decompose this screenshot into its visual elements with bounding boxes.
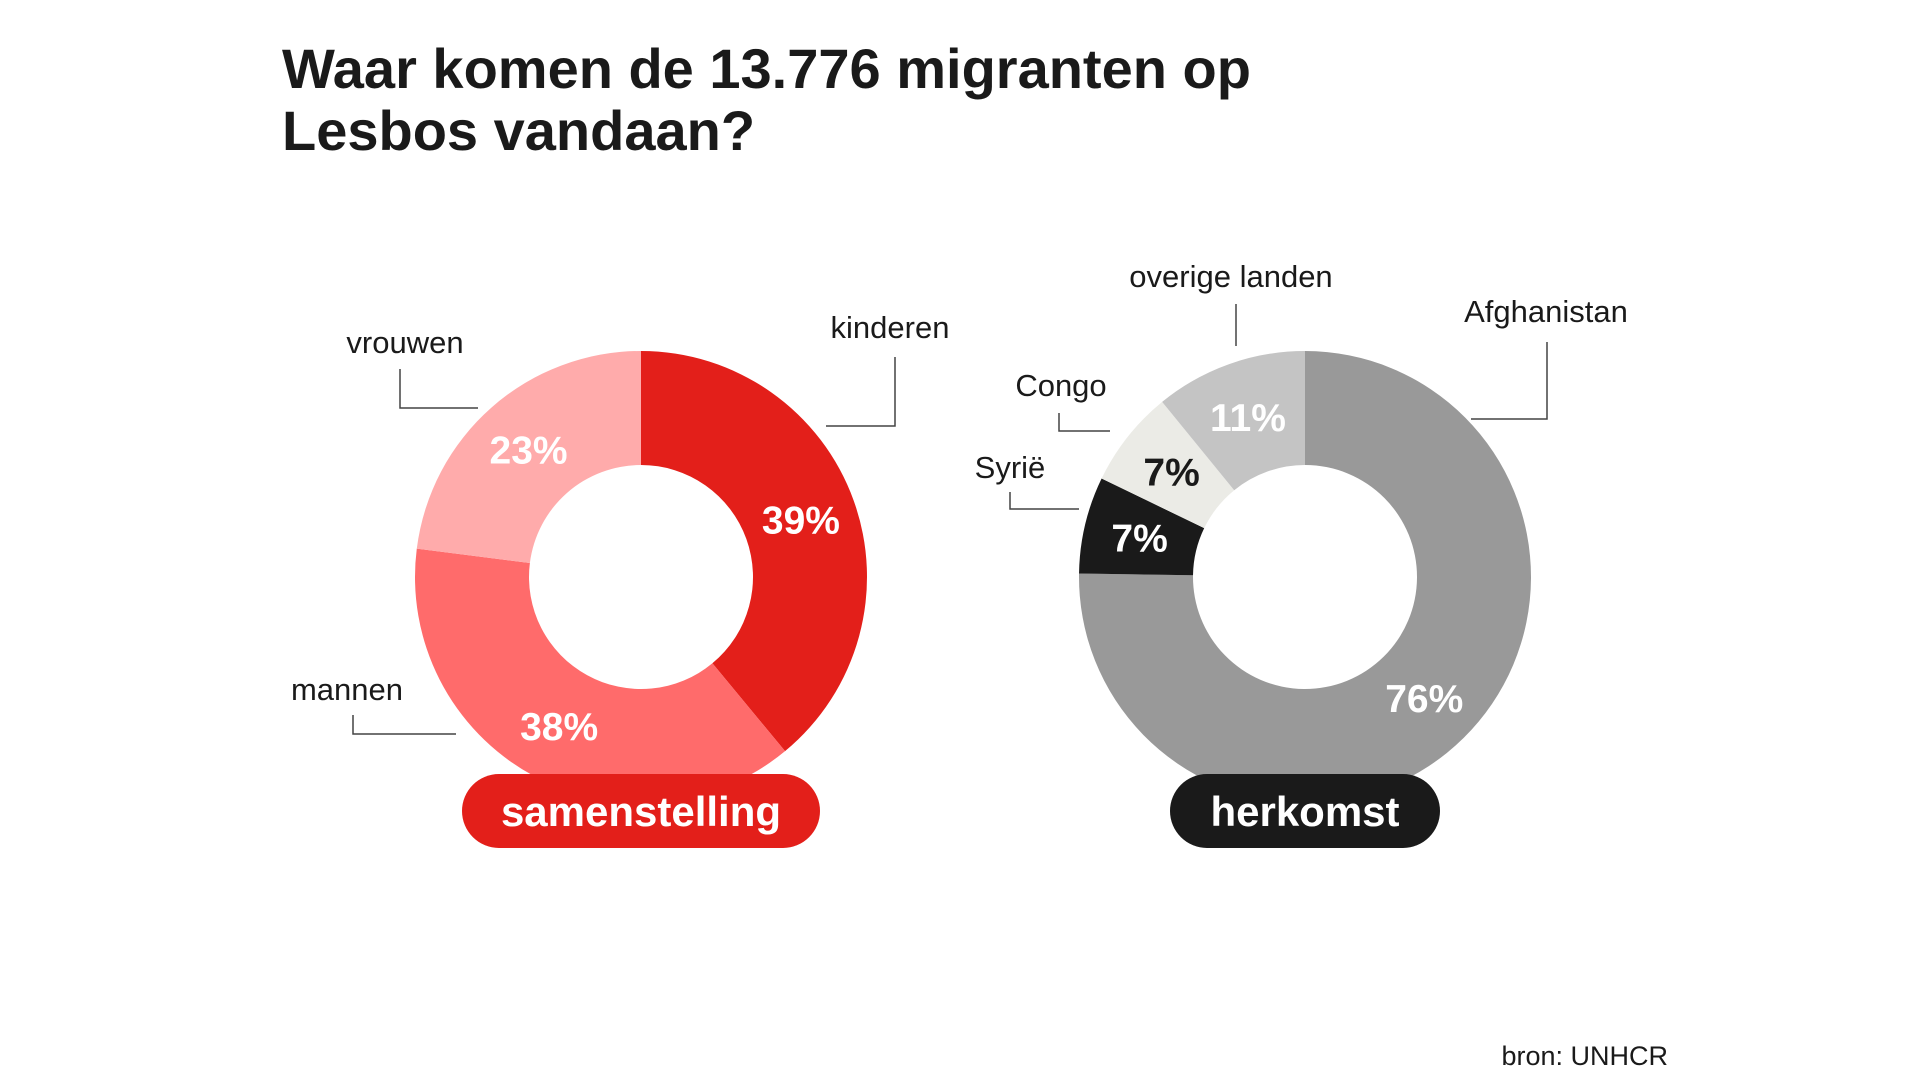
slice-value-label-kinderen: 39% [762,499,840,542]
pill-background-samenstelling [462,774,820,848]
pill-herkomst: herkomst [1170,774,1440,848]
callout-label-syrie: Syrië [975,450,1046,485]
chart-title-line-2: Lesbos vandaan? [282,99,755,162]
chart-title-line-1: Waar komen de 13.776 migranten op [282,37,1251,100]
callout-leader-syrie [1009,492,1079,510]
donut-slice-kinderen [641,351,867,752]
callout-leader-vrouwen [399,369,478,409]
donut-slice-congo [1101,401,1235,529]
callout-label-kinderen: kinderen [831,310,950,345]
callout-leader-congo [1058,413,1110,432]
donut-slice-syrie [1079,478,1205,576]
callout-label-overige-landen: overige landen [1129,259,1332,294]
slice-value-label-vrouwen: 23% [490,429,568,472]
pill-label-samenstelling: samenstelling [501,788,781,835]
slice-value-label-mannen: 38% [520,706,598,749]
slice-value-label-afghanistan: 76% [1385,678,1463,721]
pill-samenstelling: samenstelling [462,774,820,848]
pill-background-herkomst [1170,774,1440,848]
slice-value-label-overige-landen: 11% [1210,397,1286,440]
callout-leader-mannen [352,715,456,735]
donut-slice-afghanistan [1079,351,1531,803]
source-label: bron: UNHCR [1501,1041,1668,1071]
donut-slice-mannen [415,548,786,803]
slice-value-label-syrie: 7% [1111,518,1167,561]
callout-leader-kinderen [826,357,896,427]
donut-slice-overige-landen [1162,351,1305,491]
callout-label-mannen: mannen [291,672,403,707]
slice-value-label-congo: 7% [1143,452,1199,495]
pill-label-herkomst: herkomst [1210,788,1399,835]
callout-label-vrouwen: vrouwen [346,325,463,360]
callout-label-congo: Congo [1015,368,1106,403]
callout-label-afghanistan: Afghanistan [1464,294,1628,329]
donut-chart-samenstelling: 39% kinderen 38% mannen 23% vrouwen [291,310,949,803]
donut-slice-vrouwen [416,351,641,563]
donut-chart-herkomst: 76% Afghanistan 7% Syrië 7% Congo 11% overige l… [975,259,1628,803]
callout-leader-afghanistan [1471,342,1548,420]
